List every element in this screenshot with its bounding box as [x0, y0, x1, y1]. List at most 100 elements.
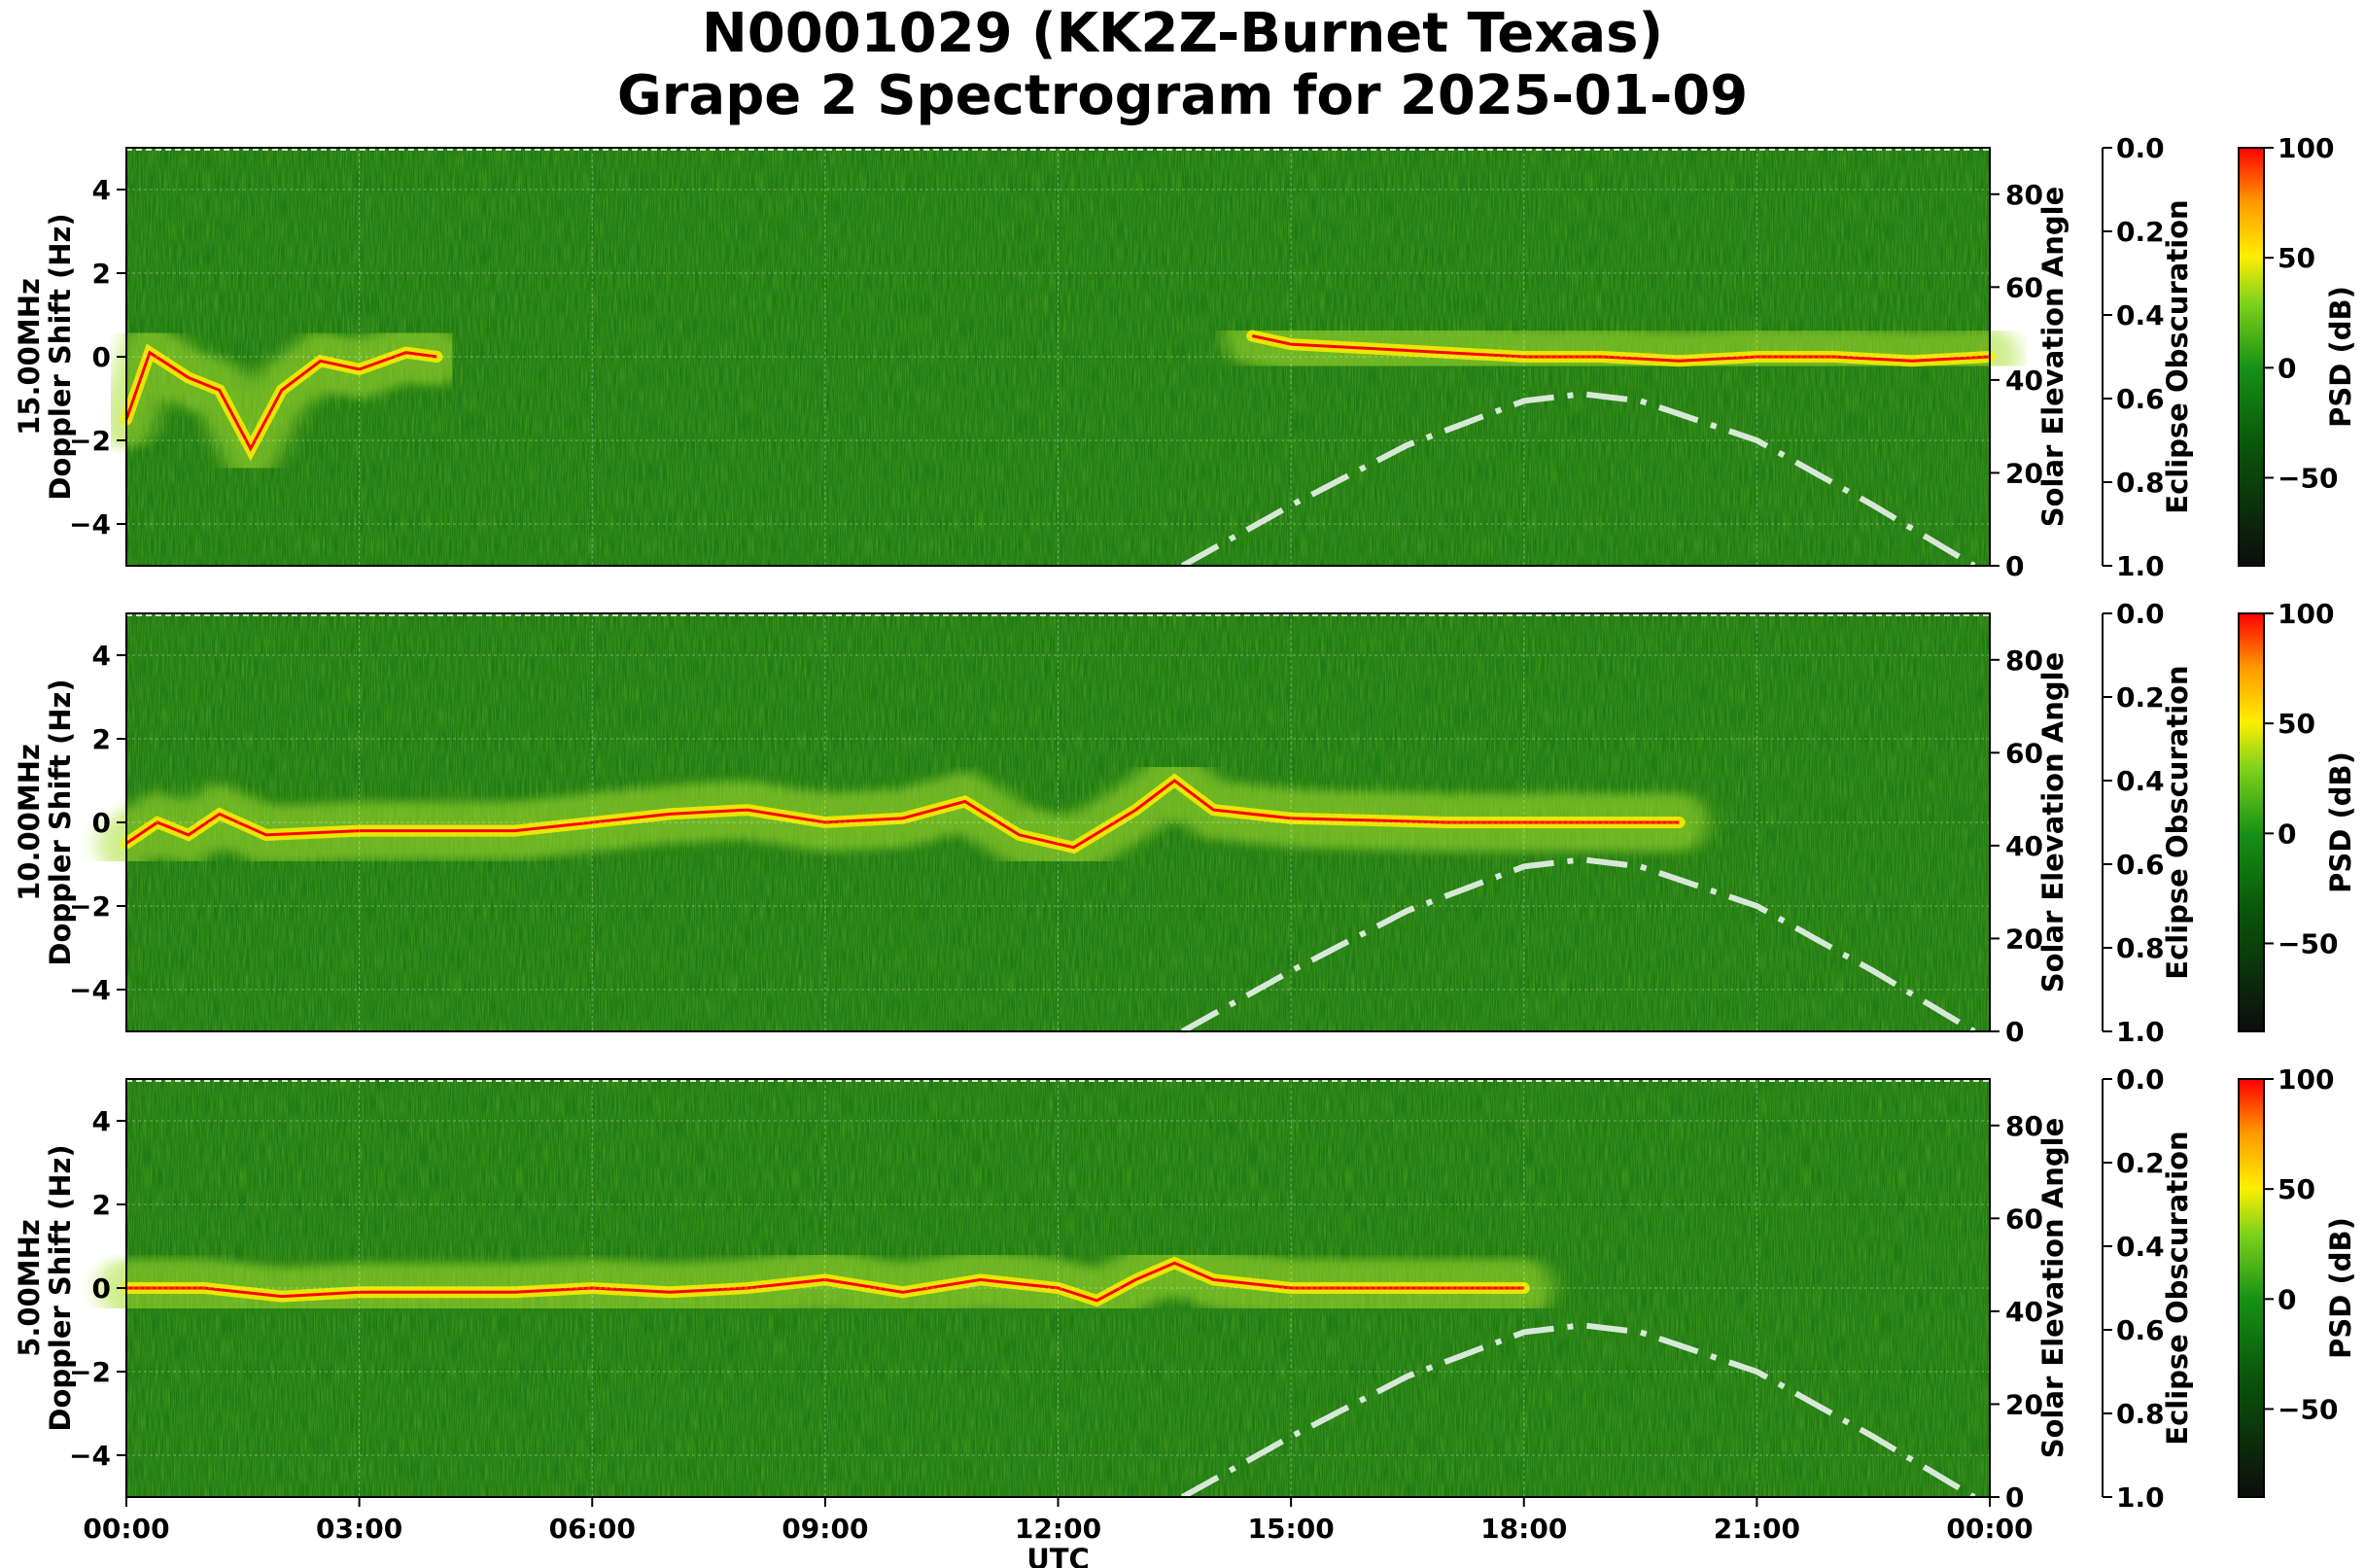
x-tick-label: 12:00 [1015, 1513, 1101, 1545]
colorbar-tick-label: −50 [2278, 1393, 2338, 1425]
colorbar-tick-label: 0 [2278, 1283, 2296, 1315]
y-tick-label: −4 [69, 1440, 111, 1472]
solar-elevation-curve [1180, 1322, 1976, 1500]
x-axis-label: UTC [1026, 1543, 1090, 1568]
eclipse-tick-label: 0.2 [2116, 1147, 2165, 1179]
y-tick-label: 4 [92, 640, 111, 672]
y-tick-label: 0 [92, 807, 111, 839]
eclipse-tick-label: 0.4 [2116, 1231, 2165, 1263]
frequency-label: 10.00MHz [13, 744, 46, 901]
y-tick-label: −2 [69, 1356, 111, 1388]
elevation-tick-label: 80 [2005, 1110, 2043, 1142]
y-axis-label: Doppler Shift (Hz) [44, 213, 77, 500]
elevation-axis-label: Solar Elevation Angle [2036, 652, 2069, 993]
doppler-trace [125, 779, 1680, 850]
elevation-tick-label: 0 [2005, 1016, 2024, 1048]
eclipse-tick-label: 0.2 [2116, 216, 2165, 248]
x-tick-label: 06:00 [549, 1513, 636, 1545]
doppler-trace [1251, 334, 1991, 363]
x-tick-label: 15:00 [1248, 1513, 1335, 1545]
y-tick-label: −4 [69, 974, 111, 1006]
colorbar [2238, 1078, 2265, 1498]
elevation-tick-label: 80 [2005, 645, 2043, 677]
elevation-tick-label: 40 [2005, 365, 2043, 397]
eclipse-axis-label: Eclipse Obscuration [2161, 1131, 2194, 1445]
eclipse-tick-label: 0.0 [2116, 1063, 2165, 1096]
colorbar [2238, 147, 2265, 567]
eclipse-tick-label: 0.6 [2116, 1314, 2165, 1346]
x-tick-label: 09:00 [782, 1513, 868, 1545]
eclipse-tick-label: 1.0 [2116, 550, 2165, 582]
x-tick-label: 18:00 [1480, 1513, 1567, 1545]
frequency-label: 5.00MHz [13, 1219, 46, 1357]
y-axis-label: Doppler Shift (Hz) [44, 1144, 77, 1431]
eclipse-tick-label: 0.2 [2116, 681, 2165, 714]
x-tick-label: 00:00 [1946, 1513, 2033, 1545]
y-tick-label: 2 [92, 258, 111, 290]
elevation-tick-label: 0 [2005, 1481, 2024, 1514]
elevation-tick-label: 60 [2005, 737, 2043, 769]
colorbar [2238, 612, 2265, 1032]
colorbar-label: PSD (dB) [2324, 286, 2357, 428]
colorbar-tick-label: 100 [2278, 1063, 2334, 1096]
y-axis-label: Doppler Shift (Hz) [44, 679, 77, 965]
colorbar-label: PSD (dB) [2324, 751, 2357, 893]
colorbar-tick-label: 0 [2278, 352, 2296, 384]
solar-elevation-curve [1180, 856, 1976, 1034]
eclipse-tick-label: 0.6 [2116, 849, 2165, 881]
chart-title: N0001029 (KK2Z-Burnet Texas) [701, 2, 1664, 65]
eclipse-axis-label: Eclipse Obscuration [2161, 665, 2194, 979]
elevation-tick-label: 40 [2005, 1296, 2043, 1328]
y-tick-label: 4 [92, 1105, 111, 1137]
elevation-tick-label: 80 [2005, 179, 2043, 211]
y-tick-label: 2 [92, 723, 111, 755]
colorbar-tick-label: 100 [2278, 132, 2334, 164]
eclipse-tick-label: 0.8 [2116, 1398, 2165, 1430]
elevation-tick-label: 20 [2005, 1388, 2043, 1420]
colorbar-tick-label: 0 [2278, 818, 2296, 850]
y-tick-label: −2 [69, 425, 111, 457]
y-tick-label: 0 [92, 1272, 111, 1305]
y-tick-label: 4 [92, 174, 111, 206]
elevation-axis-label: Solar Elevation Angle [2036, 187, 2069, 528]
frequency-label: 15.00MHz [13, 278, 46, 436]
eclipse-tick-label: 1.0 [2116, 1481, 2165, 1514]
eclipse-tick-label: 0.0 [2116, 598, 2165, 630]
eclipse-tick-label: 0.8 [2116, 932, 2165, 964]
eclipse-axis-label: Eclipse Obscuration [2161, 199, 2194, 513]
eclipse-tick-label: 0.6 [2116, 383, 2165, 415]
y-tick-label: −4 [69, 508, 111, 540]
x-tick-label: 21:00 [1714, 1513, 1800, 1545]
elevation-axis-label: Solar Elevation Angle [2036, 1118, 2069, 1459]
elevation-tick-label: 40 [2005, 830, 2043, 862]
eclipse-tick-label: 0.4 [2116, 765, 2165, 797]
colorbar-label: PSD (dB) [2324, 1217, 2357, 1359]
x-tick-label: 03:00 [316, 1513, 402, 1545]
colorbar-tick-label: 50 [2278, 1173, 2315, 1205]
colorbar-tick-label: 50 [2278, 708, 2315, 740]
eclipse-tick-label: 0.8 [2116, 467, 2165, 499]
colorbar-tick-label: 50 [2278, 242, 2315, 274]
eclipse-tick-label: 0.4 [2116, 299, 2165, 331]
y-tick-label: 2 [92, 1189, 111, 1221]
y-tick-label: −2 [69, 890, 111, 923]
y-tick-label: 0 [92, 341, 111, 373]
elevation-tick-label: 20 [2005, 457, 2043, 489]
solar-elevation-curve [1180, 391, 1976, 569]
colorbar-tick-label: −50 [2278, 927, 2338, 959]
elevation-tick-label: 0 [2005, 550, 2024, 582]
colorbar-tick-label: −50 [2278, 462, 2338, 494]
colorbar-tick-label: 100 [2278, 598, 2334, 630]
x-tick-label: 00:00 [83, 1513, 169, 1545]
eclipse-tick-label: 0.0 [2116, 132, 2165, 164]
elevation-tick-label: 60 [2005, 1202, 2043, 1235]
elevation-tick-label: 20 [2005, 923, 2043, 955]
doppler-trace [126, 1261, 1524, 1303]
chart-subtitle: Grape 2 Spectrogram for 2025-01-09 [616, 64, 1749, 127]
elevation-tick-label: 60 [2005, 271, 2043, 303]
eclipse-tick-label: 1.0 [2116, 1016, 2165, 1048]
